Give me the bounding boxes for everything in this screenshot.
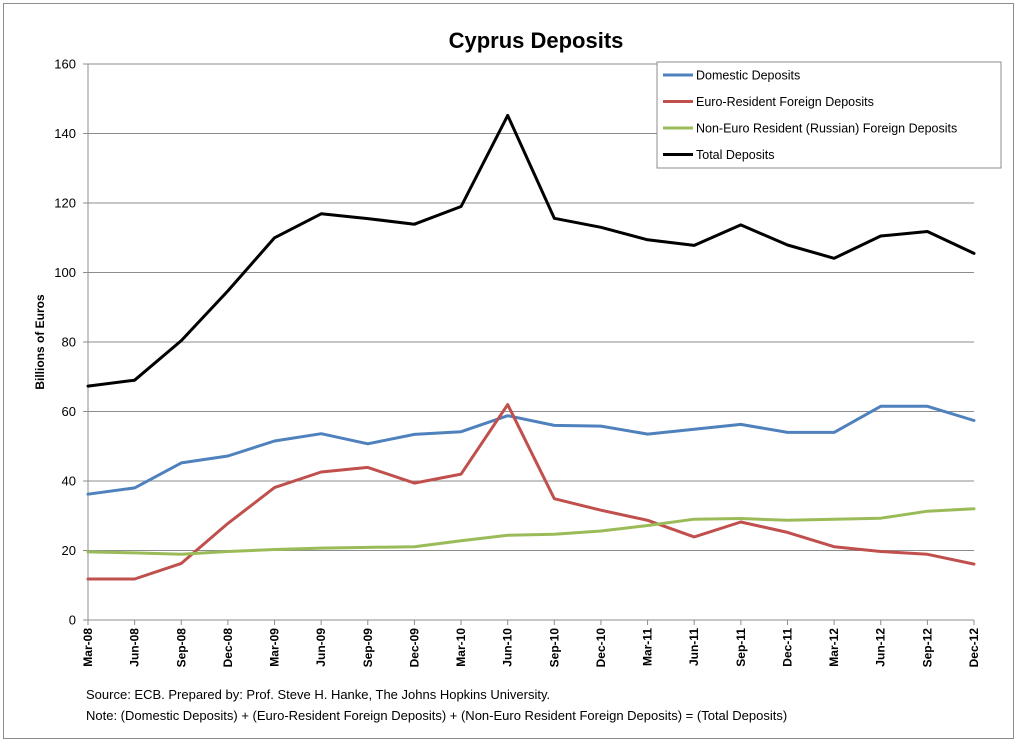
x-tick-label: Sep-09 [361, 628, 375, 668]
series-line-non-euro-resident-russian-foreign-deposits [86, 507, 976, 556]
y-axis-ticks: 0 20 40 60 80 100 120 140 160 [54, 57, 88, 628]
y-tick-label: 100 [54, 265, 76, 280]
x-tick-label: Jun-09 [314, 628, 328, 667]
series-lines [86, 113, 976, 581]
legend-label: Euro-Resident Foreign Deposits [696, 95, 874, 109]
x-tick-label: Mar-11 [641, 628, 655, 666]
x-tick-label: Sep-10 [547, 628, 561, 668]
x-tick-label: Mar-10 [454, 628, 468, 667]
x-tick-label: Jun-12 [874, 628, 888, 667]
x-tick-label: Mar-08 [81, 628, 95, 667]
x-tick-label: Dec-09 [407, 628, 421, 668]
legend-label: Total Deposits [696, 148, 775, 162]
y-tick-label: 0 [69, 613, 76, 628]
chart-title: Cyprus Deposits [449, 28, 624, 53]
x-tick-label: Dec-11 [780, 628, 794, 667]
y-axis-label: Billions of Euros [33, 294, 47, 390]
legend: Domestic Deposits Euro-Resident Foreign D… [656, 61, 1002, 169]
x-tick-label: Mar-12 [827, 628, 841, 667]
x-tick-label: Sep-11 [734, 628, 748, 667]
source-note: Source: ECB. Prepared by: Prof. Steve H.… [86, 687, 551, 702]
x-tick-label: Sep-12 [920, 628, 934, 668]
x-tick-label: Jun-11 [687, 628, 701, 666]
x-tick-label: Dec-08 [221, 628, 235, 668]
y-tick-label: 160 [54, 57, 76, 72]
x-axis-ticks: Mar-08 Jun-08 Sep-08 Dec-08 Mar-09 Jun-09 Sep-… [81, 620, 981, 667]
x-tick-label: Sep-08 [174, 628, 188, 668]
y-tick-label: 60 [62, 404, 76, 419]
y-tick-label: 140 [54, 126, 76, 141]
x-tick-label: Mar-09 [268, 628, 282, 667]
y-tick-label: 20 [62, 543, 76, 558]
x-tick-label: Jun-10 [501, 628, 515, 667]
formula-note: Note: (Domestic Deposits) + (Euro-Reside… [86, 708, 788, 723]
legend-label: Non-Euro Resident (Russian) Foreign Depo… [696, 122, 957, 136]
series-line-domestic-deposits [86, 404, 976, 496]
series-line-total-deposits [86, 113, 976, 388]
y-tick-label: 40 [62, 474, 76, 489]
x-tick-label: Jun-08 [128, 628, 142, 667]
legend-box [656, 61, 1002, 169]
series-line-euro-resident-foreign-deposits [86, 403, 976, 581]
x-tick-label: Dec-10 [594, 628, 608, 668]
y-tick-label: 80 [62, 335, 76, 350]
y-tick-label: 120 [54, 196, 76, 211]
x-tick-label: Dec-12 [967, 628, 981, 668]
legend-label: Domestic Deposits [696, 69, 800, 83]
